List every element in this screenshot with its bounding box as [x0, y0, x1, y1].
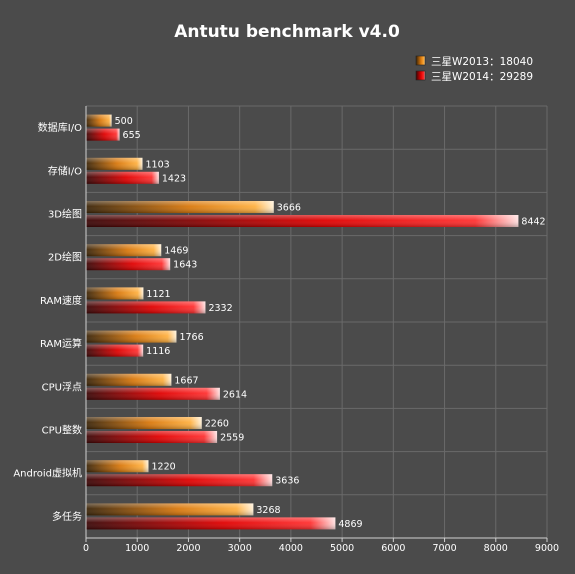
legend-swatch-w2013 — [415, 55, 426, 66]
x-axis-ticks: 0 1000 2000 3000 4000 5000 6000 7000 8000 9000 — [83, 538, 559, 554]
legend-label-w2014: 三星W2014：29289 — [431, 71, 533, 83]
legend: 三星W2013：18040 三星W2014：29289 — [415, 55, 533, 83]
bar-value-label: 8442 — [521, 217, 545, 228]
bar-highlight — [86, 344, 144, 357]
x-tick-label: 0 — [83, 543, 89, 554]
bar-highlight — [86, 128, 120, 141]
category-label: 2D绘图 — [48, 251, 82, 264]
bar-value-label: 3666 — [277, 203, 301, 214]
bar-value-label: 2559 — [220, 433, 244, 444]
x-tick-label: 2000 — [176, 543, 200, 554]
bar-highlight — [86, 503, 254, 516]
bar-highlight — [86, 201, 274, 213]
grid — [86, 105, 548, 539]
bar-value-label: 1423 — [162, 173, 186, 184]
category-label: CPU整数 — [42, 424, 82, 437]
bars: 500 655 1103 1423 3666 8442 1469 1643 1121 2332 17… — [86, 114, 546, 530]
x-tick-label: 9000 — [535, 543, 559, 554]
bar-value-label: 2332 — [208, 303, 232, 314]
category-labels: 数据库I/O 存储I/O 3D绘图 2D绘图 RAM速度 RAM运算 CPU浮点 CPU整数 A… — [13, 121, 82, 523]
category-label: 数据库I/O — [38, 121, 82, 134]
bar-value-label: 2260 — [205, 419, 229, 430]
bar-highlight — [86, 244, 162, 257]
x-tick-label: 6000 — [381, 543, 405, 554]
bar-value-label: 1766 — [179, 332, 203, 343]
x-tick-label: 3000 — [228, 543, 252, 554]
category-label: 多任务 — [52, 510, 82, 523]
bar-highlight — [86, 460, 149, 473]
bar-value-label: 2614 — [223, 389, 247, 400]
bar-value-label: 1121 — [146, 289, 170, 300]
bar-highlight — [86, 330, 177, 343]
bar-highlight — [86, 301, 206, 314]
x-tick-label: 1000 — [125, 543, 149, 554]
category-label: CPU浮点 — [42, 381, 82, 393]
category-label: 存储I/O — [48, 164, 82, 177]
x-tick-label: 4000 — [279, 543, 303, 554]
bar-highlight — [86, 517, 336, 530]
legend-label-w2013: 三星W2013：18040 — [431, 56, 533, 68]
category-label: 3D绘图 — [48, 208, 82, 221]
bar-highlight — [86, 287, 144, 300]
bar-highlight — [86, 387, 220, 400]
x-tick-label: 7000 — [432, 543, 456, 554]
bar-highlight — [86, 373, 172, 386]
bar-value-label: 655 — [123, 130, 141, 141]
bar-value-label: 1643 — [173, 260, 197, 271]
bar-value-label: 500 — [115, 116, 133, 127]
bar-value-label: 1667 — [174, 375, 198, 386]
legend-swatch-w2014 — [415, 70, 426, 81]
bar-highlight — [86, 114, 112, 127]
bar-value-label: 1116 — [146, 346, 170, 357]
category-label: Android虚拟机 — [13, 467, 82, 480]
bar-highlight — [86, 157, 143, 170]
bar-highlight — [86, 171, 159, 184]
bar-highlight — [86, 417, 202, 429]
bar-value-label: 1103 — [145, 159, 169, 170]
bar-value-label: 1220 — [151, 462, 175, 473]
bar-value-label: 3636 — [275, 476, 299, 487]
category-label: RAM运算 — [40, 337, 82, 350]
bar-value-label: 1469 — [164, 246, 188, 257]
bar-value-label: 3268 — [256, 505, 280, 516]
category-label: RAM速度 — [40, 294, 82, 307]
x-tick-label: 5000 — [330, 543, 354, 554]
x-tick-label: 8000 — [484, 543, 508, 554]
bar-highlight — [86, 431, 218, 443]
bar-highlight — [86, 215, 519, 227]
bar-highlight — [86, 474, 273, 487]
chart-title: Antutu benchmark v4.0 — [174, 22, 400, 42]
bar-highlight — [86, 258, 171, 271]
bar-value-label: 4869 — [338, 519, 362, 530]
